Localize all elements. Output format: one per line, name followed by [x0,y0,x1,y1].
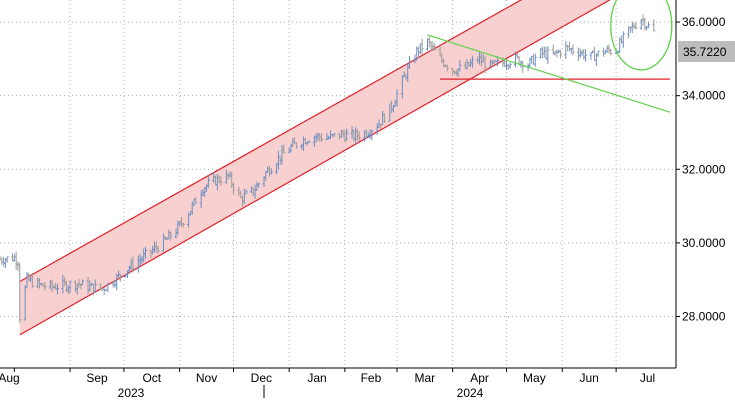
x-tick-label: Oct [142,371,161,385]
trend-line-2 [427,34,671,113]
last-price-badge-box [678,41,735,62]
x-tick-label: Sep [86,371,108,385]
y-tick-label: 30.0000 [682,236,726,250]
axes [0,0,677,369]
x-tick-label: Jul [640,371,655,385]
x-tick-label: Apr [470,371,489,385]
year-label-2023: 2023 [118,386,145,400]
x-tick-label: Aug [0,371,20,385]
y-axis-ticks: 28.0000 30.0000 32.0000 34.0000 36.0000 [676,15,726,323]
channel-lower-line [19,0,611,336]
y-tick-label: 34.0000 [682,89,726,103]
last-price-badge: 35.7220 [678,41,735,62]
trend-lines [427,0,673,113]
x-tick-label: Mar [414,371,435,385]
x-tick-label: May [523,371,546,385]
x-axis-ticks: Aug Sep Oct Nov Dec Jan Feb Mar Apr May Jun Jul 2023… [0,368,655,400]
y-tick-label: 28.0000 [682,309,726,323]
price-bars [0,14,656,323]
last-price-value: 35.7220 [683,45,727,59]
channel-annotation [19,0,611,336]
highlight-ellipse [610,0,673,71]
x-tick-label: Jun [579,371,598,385]
x-tick-label: Feb [361,371,382,385]
x-tick-label: Nov [196,371,217,385]
channel-upper-line [19,0,523,283]
x-tick-label: Dec [251,371,272,385]
x-tick-label: Jan [307,371,326,385]
y-tick-label: 32.0000 [682,162,726,176]
y-tick-label: 36.0000 [682,15,726,29]
year-label-2024: 2024 [457,386,484,400]
